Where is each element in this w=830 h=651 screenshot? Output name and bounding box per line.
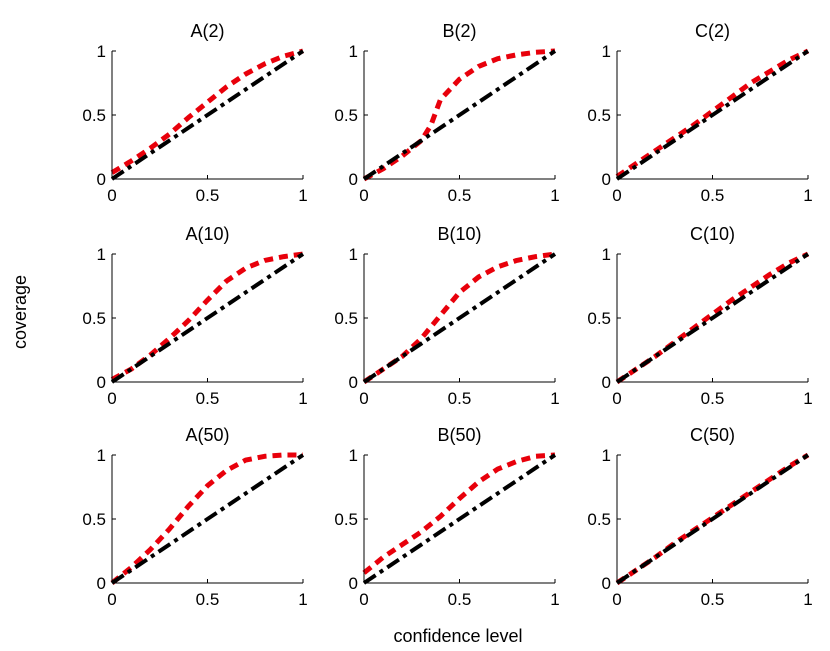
x-tick-label: 1 — [803, 590, 812, 609]
y-tick-label: 0 — [97, 574, 106, 593]
reference-line — [615, 252, 810, 384]
y-tick-label: 0 — [349, 574, 358, 593]
y-tick-label: 1 — [97, 245, 106, 264]
x-axis-title: confidence level — [393, 626, 522, 646]
panel-b2: B(2) 0 0.5 1 0 0.5 1 — [334, 21, 559, 205]
x-tick-label: 0.5 — [448, 389, 472, 408]
panel-title: C(50) — [690, 425, 735, 445]
reference-line — [110, 252, 305, 384]
panel-b50: B(50) 0 0.5 1 0 0.5 1 — [334, 425, 559, 609]
x-tick-label: 0.5 — [196, 590, 220, 609]
reference-line — [110, 49, 305, 181]
x-tick-label: 1 — [298, 389, 307, 408]
x-tick-label: 1 — [550, 186, 559, 205]
reference-line — [615, 453, 810, 585]
reference-line — [362, 49, 557, 181]
coverage-line — [615, 48, 810, 179]
x-tick-label: 0 — [612, 590, 621, 609]
x-tick-label: 1 — [803, 389, 812, 408]
x-tick-label: 0 — [359, 186, 368, 205]
panel-c10: C(10) 0 0.5 1 0 0.5 1 — [587, 224, 812, 408]
panel-a2: A(2) 0 0.5 1 0 0.5 1 — [82, 21, 307, 205]
y-tick-label: 0.5 — [82, 106, 106, 125]
panel-title: B(10) — [437, 224, 481, 244]
panel-a50: A(50) 0 0.5 1 0 0.5 1 — [82, 425, 307, 609]
panel-title: A(10) — [185, 224, 229, 244]
reference-line — [110, 453, 305, 585]
x-tick-label: 0.5 — [701, 186, 725, 205]
y-tick-label: 0.5 — [334, 309, 358, 328]
x-tick-label: 0.5 — [196, 389, 220, 408]
y-tick-label: 0 — [97, 170, 106, 189]
reference-line — [615, 49, 810, 181]
reference-line — [362, 453, 557, 585]
x-tick-label: 1 — [550, 389, 559, 408]
panel-c50: C(50) 0 0.5 1 0 0.5 1 — [587, 425, 812, 609]
coverage-line — [110, 48, 304, 175]
y-tick-label: 1 — [97, 42, 106, 61]
y-tick-label: 0.5 — [587, 309, 611, 328]
panel-title: A(50) — [185, 425, 229, 445]
y-tick-label: 0 — [602, 574, 611, 593]
subplot-grid: A(2) 0 0.5 1 0 0.5 1 B(2) 0 0.5 1 0 0.5 1 C(2) 0 0.5 1 0 0.… — [82, 21, 812, 609]
y-tick-label: 0.5 — [587, 510, 611, 529]
x-tick-label: 1 — [298, 186, 307, 205]
x-tick-label: 1 — [803, 186, 812, 205]
y-tick-label: 1 — [602, 42, 611, 61]
y-tick-label: 0 — [349, 373, 358, 392]
x-tick-label: 1 — [298, 590, 307, 609]
panel-title: B(2) — [442, 21, 476, 41]
x-tick-label: 0 — [359, 590, 368, 609]
panel-title: C(2) — [695, 21, 730, 41]
y-tick-label: 1 — [349, 42, 358, 61]
x-tick-label: 0 — [359, 389, 368, 408]
y-tick-label: 1 — [349, 245, 358, 264]
y-tick-label: 1 — [602, 245, 611, 264]
y-tick-label: 0 — [349, 170, 358, 189]
x-tick-label: 0.5 — [701, 590, 725, 609]
y-tick-label: 1 — [602, 446, 611, 465]
y-tick-label: 1 — [349, 446, 358, 465]
x-tick-label: 0.5 — [448, 186, 472, 205]
y-tick-label: 0.5 — [334, 106, 358, 125]
y-tick-label: 0 — [602, 373, 611, 392]
x-tick-label: 1 — [550, 590, 559, 609]
y-tick-label: 1 — [97, 446, 106, 465]
reference-line — [362, 252, 557, 384]
x-tick-label: 0 — [612, 389, 621, 408]
y-tick-label: 0.5 — [587, 106, 611, 125]
coverage-line — [362, 452, 556, 575]
y-tick-label: 0.5 — [82, 510, 106, 529]
x-tick-label: 0 — [612, 186, 621, 205]
panel-title: A(2) — [190, 21, 224, 41]
x-tick-label: 0 — [107, 186, 116, 205]
x-tick-label: 0.5 — [701, 389, 725, 408]
x-tick-label: 0 — [107, 590, 116, 609]
panel-a10: A(10) 0 0.5 1 0 0.5 1 — [82, 224, 307, 408]
coverage-line — [110, 452, 303, 585]
x-tick-label: 0.5 — [196, 186, 220, 205]
panel-c2: C(2) 0 0.5 1 0 0.5 1 — [587, 21, 812, 205]
panel-title: B(50) — [437, 425, 481, 445]
x-tick-label: 0.5 — [448, 590, 472, 609]
y-tick-label: 0.5 — [334, 510, 358, 529]
y-tick-label: 0.5 — [82, 309, 106, 328]
x-tick-label: 0 — [107, 389, 116, 408]
y-tick-label: 0 — [97, 373, 106, 392]
y-axis-title: coverage — [10, 275, 30, 349]
coverage-line — [362, 48, 556, 182]
panel-b10: B(10) 0 0.5 1 0 0.5 1 — [334, 224, 559, 408]
y-tick-label: 0 — [602, 170, 611, 189]
panel-title: C(10) — [690, 224, 735, 244]
